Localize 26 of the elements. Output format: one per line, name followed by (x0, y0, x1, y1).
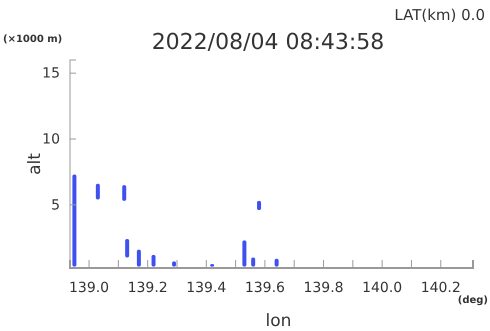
x-tick-label: 139.8 (303, 280, 344, 296)
x-tick-label: 139.4 (186, 280, 226, 296)
chart-title: 2022/08/04 08:43:58 (152, 30, 384, 55)
bar (257, 200, 262, 210)
x-tick-label: 140.0 (362, 280, 402, 296)
bar (96, 184, 100, 200)
bar (152, 254, 156, 267)
bar (72, 174, 76, 267)
x-tick-label: 139.2 (128, 280, 168, 296)
bar (251, 257, 256, 267)
x-tick-label: 140.2 (420, 280, 461, 296)
bar (274, 258, 279, 267)
x-tick-label: 139.0 (69, 280, 110, 296)
bar (122, 185, 126, 201)
y-axis-title: alt (25, 152, 45, 175)
y-tick-label: 15 (42, 66, 60, 82)
y-tick-label: 10 (42, 131, 60, 148)
y-tick-label: 5 (51, 197, 60, 214)
x-tick-label: 139.6 (244, 280, 286, 296)
text: (×1000 m) (3, 34, 62, 45)
chart-subtitle: LAT(km) 0.0 (394, 6, 485, 24)
bar (125, 239, 130, 258)
text: (deg) (458, 295, 488, 306)
bar (242, 240, 246, 267)
bar (136, 250, 141, 267)
x-axis-title: lon (266, 311, 292, 331)
